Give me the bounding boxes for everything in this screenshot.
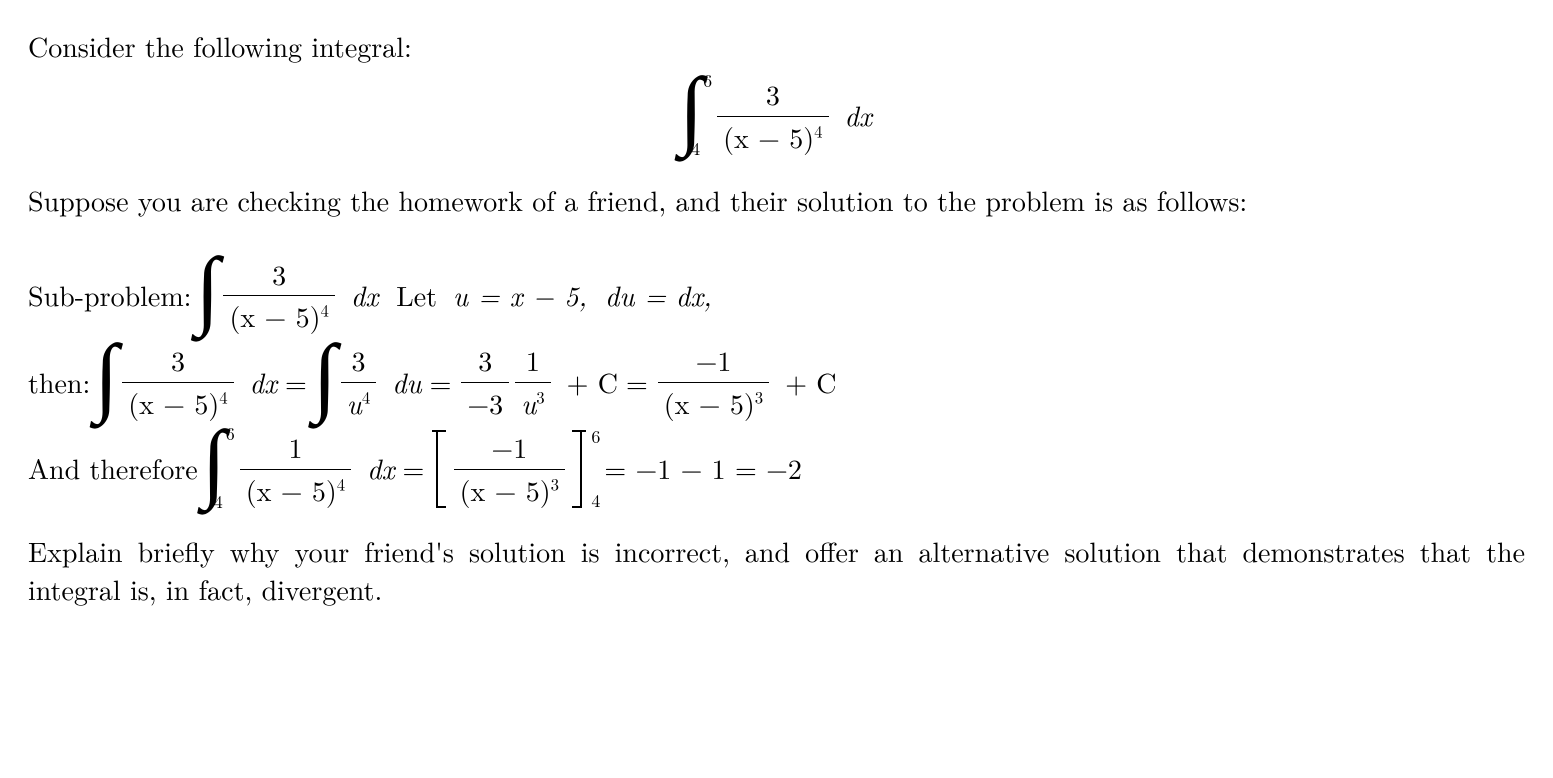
explain-text: Explain briefly why your friend's soluti… — [28, 533, 1525, 609]
then-row: then: ∫ 3 (x − 5)4 dx = ∫ 3 u4 du = 3 −3 — [28, 342, 1525, 423]
suppose-text: Suppose you are checking the homework of… — [28, 182, 1525, 220]
u-sub: u = x − 5, — [453, 277, 587, 315]
bracket-lower: 4 — [591, 489, 600, 513]
page: Consider the following integral: ∫ 6 4 3… — [0, 0, 1553, 637]
integral-sign: ∫ 6 4 — [681, 77, 715, 155]
integral-sign-indef-3: ∫ — [315, 344, 339, 422]
integrand-frac: 3 (x − 5)4 — [717, 76, 828, 157]
right-bracket-icon — [576, 430, 586, 508]
then-label: then: — [28, 364, 90, 402]
suppose: Suppose you are checking the homework of… — [28, 180, 1247, 220]
integrand-den: (x − 5)4 — [717, 116, 828, 157]
intro: Consider the following integral: — [28, 26, 412, 66]
eval-chain: = −1 − 1 = −2 — [604, 450, 802, 488]
dx: dx — [845, 97, 872, 135]
then-lhs: ∫ 3 (x − 5)4 dx — [96, 342, 277, 423]
then-step2: ∫ 3 u4 du — [315, 342, 422, 423]
explain: Explain briefly why your friend's soluti… — [28, 531, 1525, 609]
lower-limit: 4 — [691, 137, 700, 161]
subproblem-row: Sub-problem: ∫ 3 (x − 5)4 dx Let u = x −… — [28, 256, 1525, 337]
upper-limit: 6 — [703, 69, 712, 93]
integrand-num: 3 — [717, 76, 828, 116]
then-step4: −1 (x − 5)3 + C — [656, 342, 837, 423]
integral-sign-def: ∫ 6 4 — [204, 430, 238, 508]
therefore-row: And therefore ∫ 6 4 1 (x − 5)4 dx = −1 (… — [28, 429, 1525, 510]
integral-sign-indef-2: ∫ — [96, 344, 120, 422]
then-step3: 3 −3 1 u3 + C — [459, 342, 618, 423]
final-lhs: ∫ 6 4 1 (x − 5)4 dx — [204, 429, 395, 510]
evaluated-bracket: −1 (x − 5)3 6 4 — [432, 429, 586, 510]
main-integral-display: ∫ 6 4 3 (x − 5)4 dx — [28, 76, 1525, 164]
bracket-upper: 6 — [591, 425, 600, 449]
integral-sign-indef-1: ∫ — [197, 257, 221, 335]
intro-text: Consider the following integral: — [28, 28, 1525, 66]
du-sub: du = dx, — [605, 277, 712, 315]
subproblem-integral: ∫ 3 (x − 5)4 dx — [197, 256, 378, 337]
let-label: Let — [396, 277, 437, 315]
main-integral: ∫ 6 4 3 (x − 5)4 dx — [681, 76, 872, 157]
therefore-label: And therefore — [28, 450, 198, 488]
left-bracket-icon — [432, 430, 442, 508]
